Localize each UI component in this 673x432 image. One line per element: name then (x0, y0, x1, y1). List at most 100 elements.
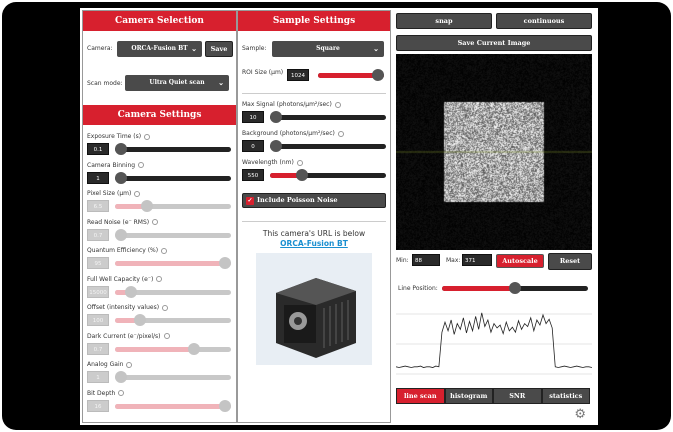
camera-simulator-app: Camera Selection Camera: ORCA-Fusion BT ⌄… (80, 8, 598, 425)
reset-button[interactable]: Reset (548, 253, 592, 270)
setting-row: Pixel Size (µm) 6.5 (87, 190, 233, 218)
setting-slider[interactable] (115, 347, 231, 352)
url-text: This camera's URL is below (238, 229, 390, 238)
info-icon[interactable] (118, 390, 124, 396)
setting-row: Offset (intensity values) 100 (87, 304, 233, 332)
setting-value[interactable]: 10 (242, 111, 264, 123)
setting-label: Background (photons/µm²/sec) (242, 130, 344, 137)
info-icon[interactable] (338, 131, 344, 137)
min-label: Min: (396, 257, 409, 264)
tab-statistics[interactable]: statistics (542, 388, 591, 404)
setting-value[interactable]: 0.1 (87, 143, 109, 155)
slider-knob[interactable] (296, 169, 308, 181)
setting-row: Background (photons/µm²/sec) 0 (242, 130, 388, 158)
setting-slider[interactable] (270, 173, 386, 178)
analysis-tabs: line scan histogram SNR statistics (396, 388, 590, 404)
setting-value[interactable]: 0.7 (87, 343, 109, 355)
save-button[interactable]: Save (205, 41, 233, 57)
slider-knob[interactable] (141, 200, 153, 212)
slider-knob[interactable] (125, 286, 137, 298)
setting-slider[interactable] (115, 290, 231, 295)
setting-slider[interactable] (270, 144, 386, 149)
sample-select[interactable]: Square ⌄ (272, 41, 384, 57)
info-icon[interactable] (126, 362, 132, 368)
gear-icon[interactable]: ⚙ (574, 407, 586, 422)
info-icon[interactable] (156, 276, 162, 282)
info-icon[interactable] (164, 333, 170, 339)
slider-knob[interactable] (219, 400, 231, 412)
info-icon[interactable] (297, 160, 303, 166)
setting-value[interactable]: 6.5 (87, 200, 109, 212)
slider-knob[interactable] (115, 143, 127, 155)
save-image-button[interactable]: Save Current Image (396, 35, 592, 51)
setting-slider[interactable] (115, 404, 231, 409)
setting-label: Max Signal (photons/µm²/sec) (242, 101, 341, 108)
right-panel: snap continuous Save Current Image Min: … (396, 10, 592, 423)
setting-value[interactable]: 1 (87, 371, 109, 383)
tab-snr[interactable]: SNR (493, 388, 542, 404)
info-icon[interactable] (144, 134, 150, 140)
snap-button[interactable]: snap (396, 13, 492, 29)
setting-value[interactable]: 95 (87, 257, 109, 269)
setting-row: Read Noise (e⁻ RMS) 0.7 (87, 219, 233, 247)
setting-slider[interactable] (115, 261, 231, 266)
line-scan-plot (396, 306, 592, 382)
max-label: Max: (446, 257, 460, 264)
setting-value[interactable]: 550 (242, 169, 264, 181)
scan-mode-select[interactable]: Ultra Quiet scan ⌄ (125, 75, 229, 91)
camera-label: Camera: (87, 45, 113, 52)
info-icon[interactable] (335, 102, 341, 108)
camera-image-view[interactable] (396, 54, 592, 250)
line-scan-series (396, 313, 592, 368)
setting-slider[interactable] (115, 176, 231, 181)
tab-line-scan[interactable]: line scan (396, 388, 445, 404)
slider-knob[interactable] (115, 371, 127, 383)
chevron-down-icon: ⌄ (373, 41, 379, 57)
setting-label: Camera Binning (87, 162, 144, 169)
setting-value[interactable]: 0 (242, 140, 264, 152)
setting-value[interactable]: 1 (87, 172, 109, 184)
max-input[interactable]: 371 (462, 254, 492, 266)
slider-knob[interactable] (372, 69, 384, 81)
setting-slider[interactable] (115, 204, 231, 209)
tab-histogram[interactable]: histogram (445, 388, 494, 404)
continuous-button[interactable]: continuous (496, 13, 592, 29)
slider-knob[interactable] (270, 111, 282, 123)
setting-slider[interactable] (115, 318, 231, 323)
setting-row: Full Well Capacity (e⁻) 15000 (87, 276, 233, 304)
setting-value[interactable]: 0.7 (87, 229, 109, 241)
setting-slider[interactable] (115, 147, 231, 152)
checkbox-checked-icon[interactable]: ✓ (246, 197, 254, 205)
info-icon[interactable] (152, 219, 158, 225)
slider-knob[interactable] (219, 257, 231, 269)
line-position-slider[interactable] (442, 286, 588, 291)
setting-slider[interactable] (270, 115, 386, 120)
info-icon[interactable] (161, 248, 167, 254)
camera-url-link[interactable]: ORCA-Fusion BT (238, 239, 390, 248)
slider-knob[interactable] (115, 229, 127, 241)
min-input[interactable]: 88 (412, 254, 440, 266)
setting-value[interactable]: 100 (87, 314, 109, 326)
poisson-noise-toggle[interactable]: ✓ Include Poisson Noise (242, 193, 386, 208)
sample-settings-header: Sample Settings (238, 11, 390, 31)
setting-row: Quantum Efficiency (%) 95 (87, 247, 233, 275)
camera-select[interactable]: ORCA-Fusion BT ⌄ (117, 41, 202, 57)
slider-knob[interactable] (115, 172, 127, 184)
info-icon[interactable] (138, 162, 144, 168)
slider-knob[interactable] (134, 314, 146, 326)
roi-slider[interactable] (318, 73, 384, 78)
info-icon[interactable] (162, 305, 168, 311)
setting-value[interactable]: 16 (87, 400, 109, 412)
slider-knob[interactable] (509, 282, 521, 294)
info-icon[interactable] (134, 191, 140, 197)
setting-row: Wavelength (nm) 550 (242, 159, 388, 187)
slider-knob[interactable] (270, 140, 282, 152)
slider-knob[interactable] (188, 343, 200, 355)
roi-value[interactable]: 1024 (287, 69, 309, 81)
setting-label: Analog Gain (87, 361, 132, 368)
scan-mode-value: Ultra Quiet scan (149, 79, 204, 86)
setting-slider[interactable] (115, 233, 231, 238)
autoscale-toggle[interactable]: Autoscale (496, 254, 544, 268)
setting-value[interactable]: 15000 (87, 286, 109, 298)
setting-slider[interactable] (115, 375, 231, 380)
